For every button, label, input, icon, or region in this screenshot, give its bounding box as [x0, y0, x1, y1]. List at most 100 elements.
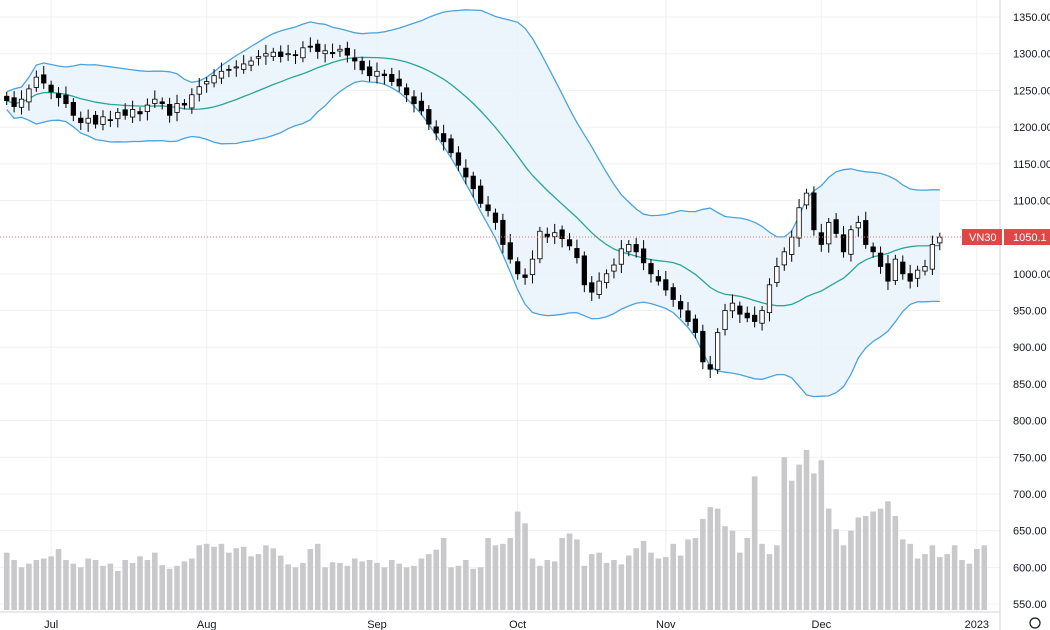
last-price-label-bg — [1004, 229, 1050, 246]
candle-body — [789, 236, 795, 255]
candle-body — [892, 258, 898, 281]
candle-body — [589, 282, 595, 293]
volume-bar — [292, 567, 299, 610]
candle-body — [218, 70, 225, 79]
volume-bar — [166, 568, 173, 610]
volume-bar — [685, 539, 691, 610]
volume-bar — [403, 567, 410, 610]
candle-body — [707, 364, 713, 370]
volume-bar — [426, 554, 432, 610]
volume-bar — [848, 530, 854, 610]
volume-bar — [477, 567, 484, 610]
volume-bar — [507, 537, 514, 610]
x-tick-label: Nov — [656, 619, 676, 630]
candle-body — [329, 52, 336, 55]
volume-bar — [233, 548, 240, 610]
candle-body — [85, 117, 91, 124]
volume-bar — [840, 545, 847, 610]
volume-bar — [581, 565, 588, 610]
volume-bar — [389, 559, 395, 610]
candle-body — [411, 96, 417, 104]
candle-body — [603, 273, 610, 284]
candle-body — [315, 43, 321, 52]
volume-bar — [751, 476, 758, 610]
candle-body — [752, 314, 758, 322]
volume-bar — [270, 548, 277, 610]
volume-bar — [729, 530, 736, 610]
candle-body — [507, 242, 513, 260]
candle-body — [285, 53, 291, 56]
candle-body — [4, 95, 10, 102]
volume-bar — [744, 537, 751, 610]
candle-body — [722, 310, 728, 330]
candle-body — [63, 94, 69, 104]
volume-bar — [944, 554, 950, 610]
candle-body — [937, 236, 943, 244]
volume-bar — [307, 548, 314, 610]
candle-body — [366, 66, 373, 77]
candle-body — [337, 48, 343, 52]
candle-body — [174, 103, 180, 113]
volume-bar — [803, 449, 810, 610]
candle-body — [596, 280, 602, 295]
candle-body — [648, 263, 654, 275]
candle-body — [433, 126, 439, 134]
candle-body — [263, 53, 269, 57]
candle-body — [122, 109, 128, 116]
candle-body — [233, 66, 239, 69]
candle-body — [485, 204, 491, 212]
candle-body — [633, 244, 639, 253]
volume-bar — [48, 556, 54, 610]
candle-body — [396, 78, 402, 87]
volume-bar — [625, 555, 632, 610]
candle-body — [500, 219, 506, 245]
x-tick-label: Dec — [812, 619, 832, 630]
candle-body — [441, 133, 447, 143]
volume-bar — [226, 552, 232, 610]
candle-body — [729, 302, 736, 312]
volume-bar — [322, 567, 328, 610]
candle-body — [803, 192, 810, 206]
candle-body — [426, 109, 432, 125]
volume-bar — [500, 543, 506, 610]
volume-bar — [862, 515, 869, 610]
settings-gear-icon[interactable] — [1029, 617, 1041, 629]
candle-body — [241, 63, 247, 70]
candle-body — [796, 207, 802, 239]
volume-bar — [551, 561, 558, 610]
candle-body — [292, 54, 299, 57]
volume-bar — [611, 559, 617, 610]
candle-body — [70, 102, 76, 116]
volume-bar — [574, 539, 580, 610]
volume-bar — [818, 460, 825, 610]
y-tick-label: 750.00 — [1013, 452, 1047, 464]
volume-bar — [448, 567, 454, 610]
candle-body — [611, 264, 617, 272]
volume-bar — [374, 562, 380, 610]
volume-bar — [722, 526, 728, 610]
volume-bar — [300, 562, 306, 610]
volume-bar — [833, 529, 839, 610]
candle-body — [781, 251, 787, 266]
x-tick-label: Jul — [44, 619, 58, 630]
volume-bar — [203, 543, 210, 610]
candle-body — [115, 111, 121, 120]
candle-body — [167, 104, 173, 116]
volume-bar — [115, 570, 121, 610]
volume-bar — [633, 548, 639, 610]
volume-bar — [796, 464, 802, 610]
volume-bar — [129, 562, 136, 610]
volume-bar — [981, 545, 988, 610]
volume-bar — [337, 562, 343, 610]
y-tick-label: 850.00 — [1013, 379, 1047, 391]
candle-body — [352, 57, 358, 62]
volume-bar — [966, 563, 973, 610]
candle-body — [107, 119, 114, 122]
candle-body — [877, 252, 884, 267]
volume-bar — [351, 558, 358, 610]
volume-bar — [381, 567, 388, 610]
candle-body — [700, 330, 706, 363]
volume-bar — [714, 508, 721, 610]
volume-bar — [588, 554, 595, 610]
